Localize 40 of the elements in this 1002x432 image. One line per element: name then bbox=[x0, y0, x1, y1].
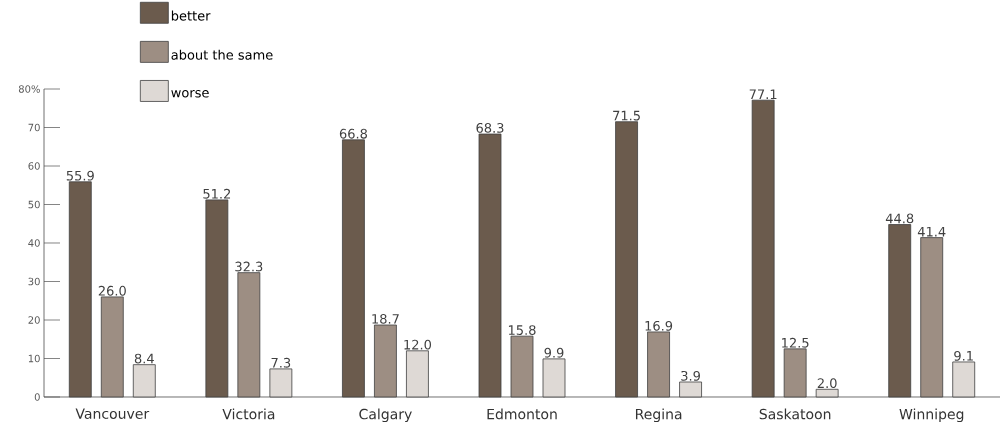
x-tick-label: Calgary bbox=[359, 408, 412, 423]
y-tick-label: 20 bbox=[28, 316, 40, 324]
data-label: 12.0 bbox=[404, 339, 432, 350]
x-tick-label: Victoria bbox=[222, 408, 275, 420]
data-label: 7.3 bbox=[271, 357, 291, 368]
data-label: 55.9 bbox=[66, 170, 94, 181]
data-label: 2.0 bbox=[817, 378, 837, 389]
y-tick-label: 70 bbox=[28, 123, 40, 132]
data-label: 12.5 bbox=[782, 337, 809, 348]
x-tick-label: Vancouver bbox=[75, 408, 150, 419]
data-label: 16.9 bbox=[645, 320, 673, 331]
x-tick-label: Winnipeg bbox=[899, 408, 964, 423]
y-tick-label: 30 bbox=[28, 277, 40, 286]
y-tick-label: 10 bbox=[28, 354, 40, 363]
x-tick-label: Edmonton bbox=[487, 408, 557, 420]
data-label: 15.8 bbox=[508, 325, 536, 335]
y-tick-label: 40 bbox=[28, 239, 40, 247]
data-label: 8.4 bbox=[134, 353, 154, 364]
y-tick-label: 80% bbox=[18, 85, 40, 93]
data-label: 44.8 bbox=[885, 213, 914, 224]
data-label: 9.9 bbox=[544, 347, 564, 358]
data-label: 71.5 bbox=[613, 110, 640, 121]
data-label: 18.7 bbox=[372, 313, 399, 324]
data-label: 68.3 bbox=[476, 123, 504, 133]
data-label: 26.0 bbox=[98, 285, 126, 296]
y-tick-label: 0 bbox=[34, 393, 40, 401]
x-tick-label: Regina bbox=[635, 408, 682, 423]
data-label: 9.1 bbox=[954, 350, 973, 361]
data-label: 32.3 bbox=[235, 261, 263, 272]
legend-label: worse bbox=[171, 90, 209, 98]
legend-label: better bbox=[171, 10, 211, 21]
data-label: 66.8 bbox=[339, 128, 368, 139]
data-label: 51.2 bbox=[203, 188, 231, 199]
x-tick-label: Saskatoon bbox=[759, 408, 831, 420]
legend-label: about the same bbox=[171, 49, 273, 60]
y-tick-label: 50 bbox=[28, 200, 40, 209]
data-label: 77.1 bbox=[749, 89, 777, 99]
data-label: 3.9 bbox=[681, 370, 700, 381]
y-tick-label: 60 bbox=[28, 162, 40, 170]
data-label: 41.4 bbox=[917, 226, 946, 237]
